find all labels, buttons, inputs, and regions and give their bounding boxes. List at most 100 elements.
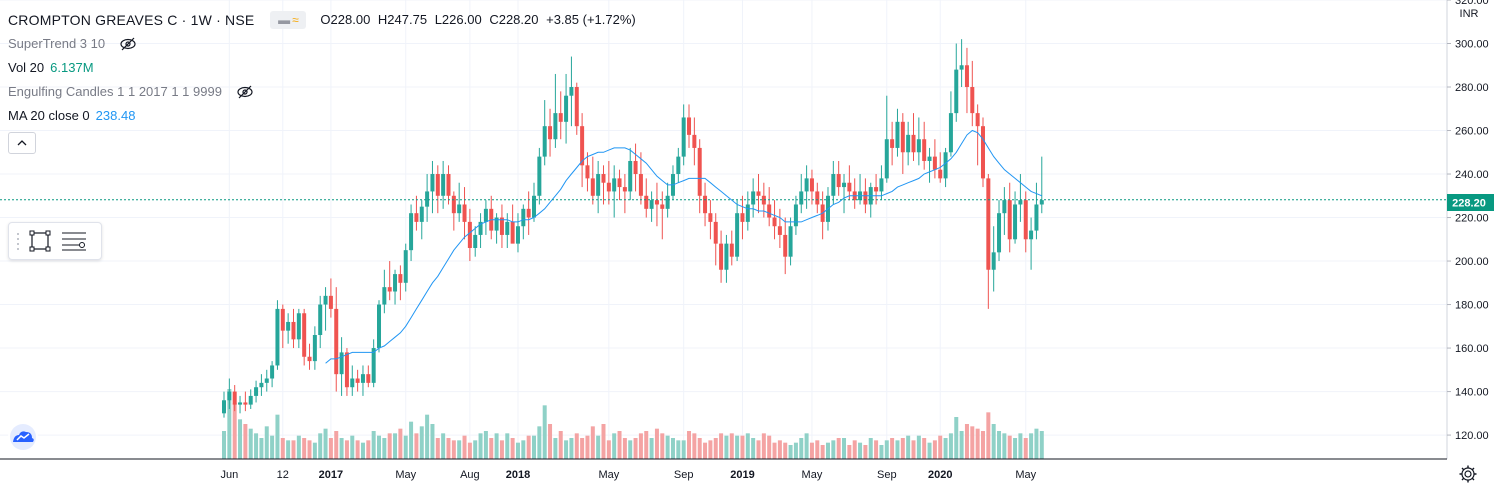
candle-body [692,134,697,148]
volume-bar [238,419,243,459]
volume-bar [409,421,414,459]
candle-body [403,250,408,283]
collapse-legend-button[interactable] [8,132,36,154]
volume-bar [858,442,863,459]
indicator-supertrend[interactable]: SuperTrend 3 10 [8,32,640,56]
eye-hidden-icon[interactable] [119,37,137,51]
candle-body [441,174,446,196]
candle-body [291,321,296,340]
volume-bar [222,431,226,459]
volume-bar [548,424,553,459]
volume-bar [564,440,569,459]
volume-bar [687,431,692,459]
volume-bar [574,433,579,459]
price-tick-label: 300.00 [1455,39,1489,51]
indicator-label: MA 20 close 0 [8,108,90,123]
candle-body [574,87,579,127]
volume-bar [393,433,398,459]
candle-body [521,208,526,227]
volume-bar [515,442,520,459]
candle-body [414,213,419,222]
candle-body [515,226,520,244]
volume-bar [446,438,451,459]
volume-bar [275,414,280,459]
last-price-box [1447,194,1494,211]
volume-bar [430,424,435,459]
volume-bar [377,435,382,459]
volume-bar [457,440,462,459]
volume-bar [366,440,371,459]
chevron-up-icon [17,140,27,146]
symbol-title[interactable]: CROMPTON GREAVES C · 1W · NSE [8,12,255,28]
volume-bar [868,438,873,459]
candle-body [681,117,686,157]
price-tick-label: 280.00 [1455,82,1489,94]
gear-icon[interactable] [1458,464,1478,484]
candle-body [334,308,339,375]
volume-bar [703,442,708,459]
candle-body [1034,204,1039,231]
volume-bar [644,431,649,459]
candle-body [499,217,504,235]
indicator-label: Engulfing Candles 1 1 2017 1 1 9999 [8,84,222,99]
candle-body [548,126,553,140]
candle-body [986,178,991,270]
chart-style-badge[interactable]: ▬ ≈ [270,11,307,29]
price-tick-label: 180.00 [1455,300,1489,312]
candle-body [644,195,649,209]
lines-tool-button[interactable] [57,226,91,256]
candle-body [435,174,440,196]
volume-bar [328,438,333,459]
indicator-engulfing[interactable]: Engulfing Candles 1 1 2017 1 1 9999 [8,80,640,104]
candle-body [676,156,681,175]
tradingview-logo[interactable] [8,423,38,451]
candle-body [606,182,611,192]
candle-body [312,335,317,362]
candle-body [874,187,879,192]
volume-bar [339,438,344,459]
volume-bar [713,438,718,459]
candle-body [1023,200,1028,240]
volume-bar [767,435,772,459]
volume-bar [478,433,483,459]
volume-bar [943,438,948,459]
volume-bar [692,433,697,459]
candle-body [1029,230,1034,240]
eye-hidden-icon[interactable] [236,85,254,99]
candle-body [532,195,537,218]
candle-body [339,352,344,375]
time-tick-label: May [1015,469,1036,481]
lines-tool-icon [62,232,86,251]
candle-body [911,134,916,153]
drawing-toolbox[interactable] [8,222,102,260]
candle-body [938,169,943,179]
volume-bar [799,438,804,459]
candle-body [943,152,948,179]
indicator-ma[interactable]: MA 20 close 0 238.48 [8,104,640,128]
volume-bar [879,445,884,459]
time-tick-label: Sep [674,469,694,481]
candle-body [371,348,376,383]
volume-bar [580,438,585,459]
tradingview-logo-icon [10,424,36,450]
indicator-volume[interactable]: Vol 20 6.137M [8,56,640,80]
drag-handle[interactable] [13,232,23,250]
candle-body [270,365,275,379]
candle-body [387,287,392,292]
candle-body [660,204,665,209]
candle-body [232,391,237,405]
time-tick-label: May [802,469,823,481]
volume-bar [296,435,301,459]
volume-bar [499,440,504,459]
time-tick-label: Sep [877,469,897,481]
candle-body [927,156,932,161]
candle-body [772,217,777,227]
rectangle-tool-button[interactable] [23,226,57,256]
candle-body [467,221,472,248]
volume-bar [596,435,601,459]
volume-bar [622,438,627,459]
candle-body [430,174,435,192]
indicator-label: Vol 20 [8,60,45,75]
volume-bar [1029,433,1034,459]
